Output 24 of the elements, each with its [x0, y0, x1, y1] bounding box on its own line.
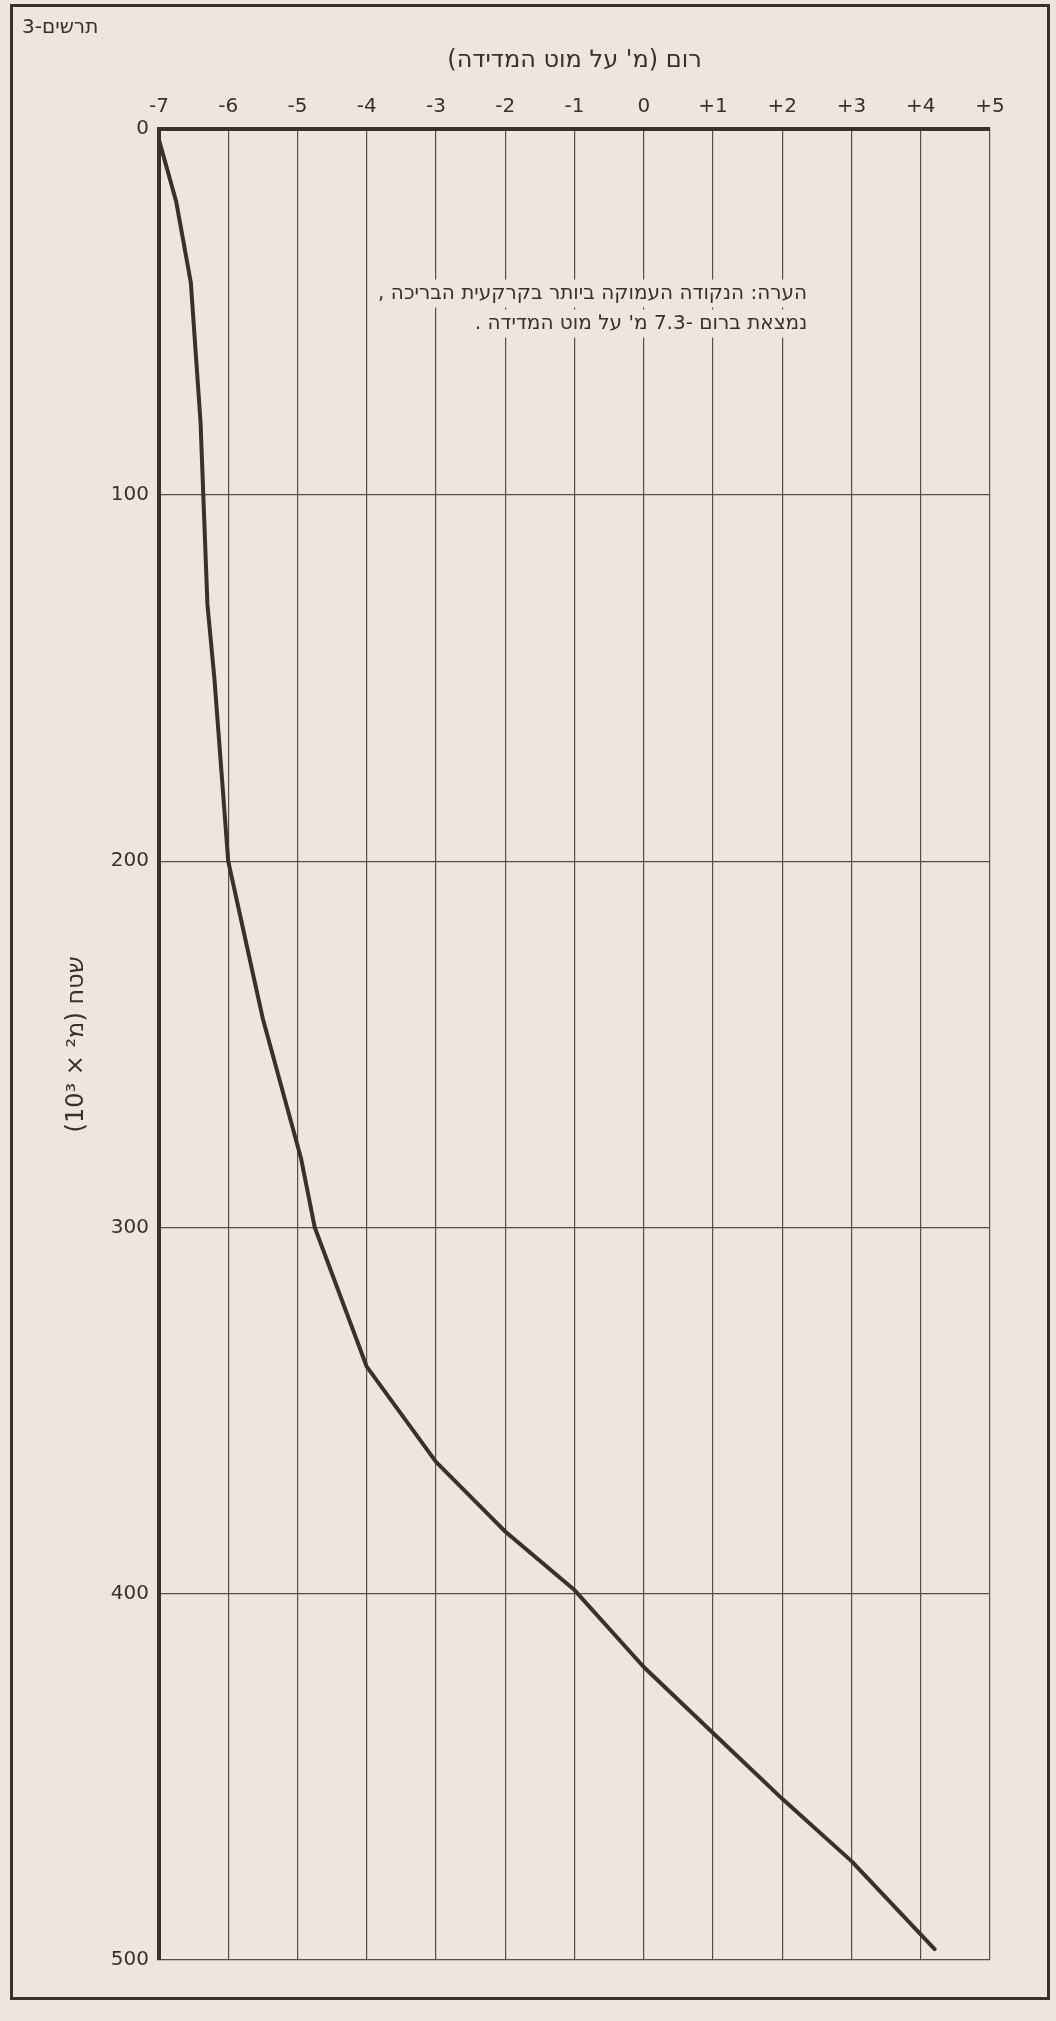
- y-tick-label: 200: [110, 847, 149, 872]
- text: תרשים-3: [22, 14, 99, 38]
- x-tick-label: -5: [287, 93, 308, 117]
- y-tick-label: 400: [110, 1579, 149, 1604]
- x-tick-label: +4: [906, 93, 936, 117]
- y-tick-label: 100: [110, 481, 149, 506]
- y-tick-label: 0: [136, 115, 149, 139]
- x-tick-label: +1: [698, 93, 728, 117]
- x-tick-label: -7: [149, 93, 169, 117]
- x-tick-label: +5: [975, 93, 1005, 117]
- x-tick-label: -2: [495, 93, 516, 117]
- x-tick-label: 0: [637, 93, 651, 117]
- annotation: נמצאת ברום -7.3 מ' על מוט המדידה .: [474, 309, 808, 334]
- y-tick-label: 500: [110, 1946, 149, 1971]
- annotation: הערה: הנקודה העמוקה ביותר בקרקעית הבריכה ,: [378, 279, 808, 304]
- x-tick-label: +3: [836, 93, 867, 117]
- y-tick-label: 300: [110, 1213, 149, 1238]
- x-tick-label: -3: [426, 93, 446, 117]
- y-axis-title: שטח (מ² × 10³): [60, 956, 89, 1133]
- x-tick-label: -1: [564, 93, 585, 117]
- x-tick-label: -6: [218, 93, 239, 117]
- x-axis-title: רום (מ' על מוט המדידה): [447, 44, 702, 73]
- x-tick-label: +2: [767, 93, 797, 117]
- x-tick-label: -4: [356, 93, 377, 117]
